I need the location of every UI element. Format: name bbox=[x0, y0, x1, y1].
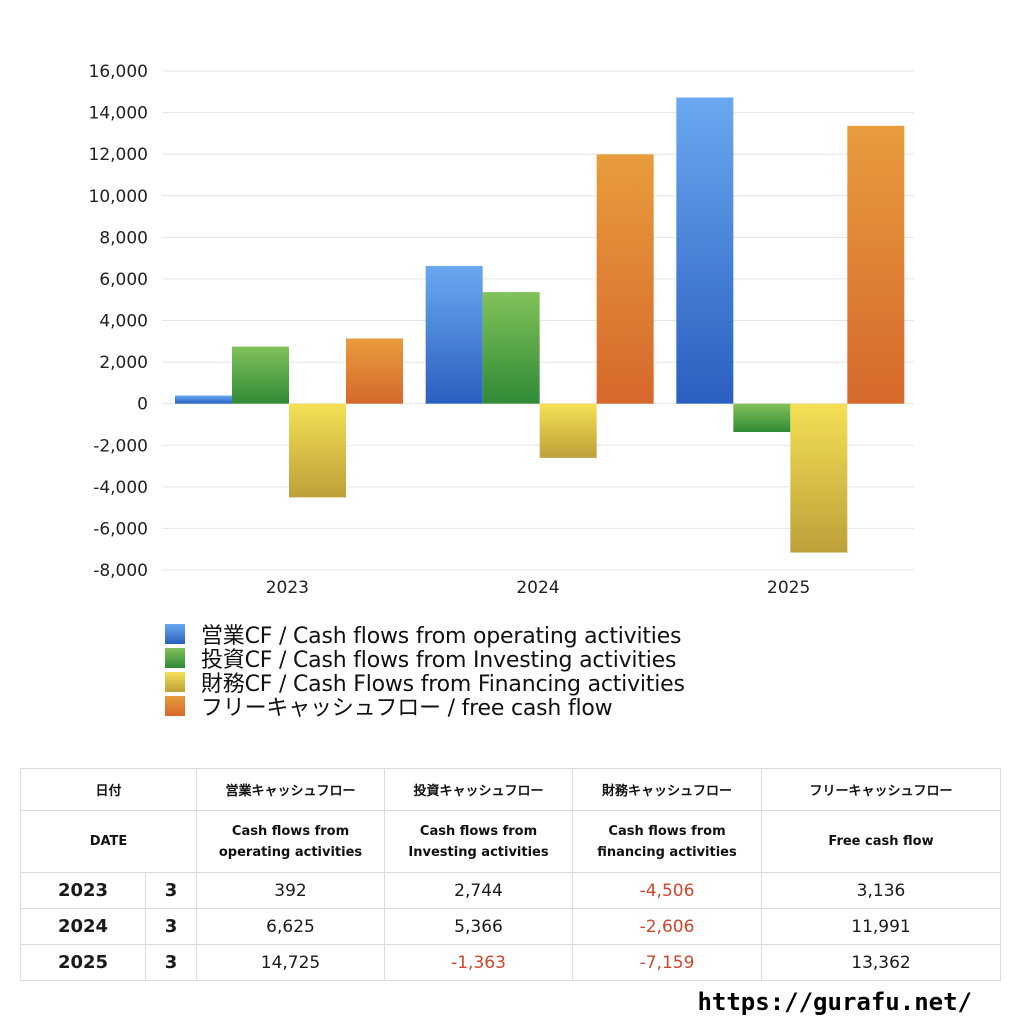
row-month: 3 bbox=[144, 872, 198, 909]
header-financing-en: Cash flows from financing activities bbox=[572, 810, 763, 873]
bar-2024-series-1 bbox=[425, 265, 483, 404]
legend-swatch-financing bbox=[165, 672, 185, 692]
legend-item-financing: 財務CF / Cash Flows from Financing activit… bbox=[165, 670, 685, 697]
y-tick-label: 0 bbox=[137, 395, 148, 415]
row-month: 3 bbox=[144, 908, 198, 945]
legend-label-free: フリーキャッシュフロー / free cash flow bbox=[201, 696, 613, 721]
y-tick-label: 10,000 bbox=[89, 187, 148, 207]
row-operating: 14,725 bbox=[196, 944, 386, 981]
header-operating-en-line2: operating activities bbox=[218, 844, 363, 860]
y-tick-label: -2,000 bbox=[93, 436, 148, 456]
cash-flow-table: 日付 営業キャッシュフロー 投資キャッシュフロー 財務キャッシュフロー フリーキ… bbox=[19, 768, 1002, 981]
y-tick-label: 14,000 bbox=[89, 104, 148, 124]
legend-item-free: フリーキャッシュフロー / free cash flow bbox=[165, 694, 685, 721]
x-tick-label: 2024 bbox=[516, 578, 559, 598]
row-operating: 392 bbox=[196, 872, 386, 909]
bar-2024-series-3 bbox=[539, 403, 597, 458]
y-axis-tick-labels: 16,000 14,000 12,000 10,000 8,000 6,000 4,000 2… bbox=[89, 62, 148, 581]
row-month: 3 bbox=[144, 944, 198, 981]
bar-2025-series-2 bbox=[733, 403, 791, 433]
table-header-row-jp: 日付 営業キャッシュフロー 投資キャッシュフロー 財務キャッシュフロー フリーキ… bbox=[19, 768, 1002, 811]
bar-2023-series-1 bbox=[175, 395, 232, 404]
cash-flow-bar-chart: 16,000 14,000 12,000 10,000 8,000 6,000 4,000 2… bbox=[89, 62, 914, 598]
bar-2025-series-3 bbox=[790, 403, 848, 553]
legend: 営業CF / Cash flows from operating activit… bbox=[165, 622, 685, 721]
table-row: 2024 3 6,625 5,366 -2,606 11,991 bbox=[20, 908, 1002, 945]
header-date-en: DATE bbox=[19, 810, 198, 873]
legend-swatch-investing bbox=[165, 648, 185, 668]
row-year: 2023 bbox=[20, 872, 146, 909]
bar-2023-series-4 bbox=[346, 338, 403, 404]
y-tick-label: 12,000 bbox=[89, 145, 148, 165]
y-tick-label: 6,000 bbox=[99, 270, 148, 290]
y-tick-label: -6,000 bbox=[93, 519, 148, 539]
header-free-en: Free cash flow bbox=[761, 810, 1002, 873]
header-financing-en-line1: Cash flows from bbox=[608, 823, 726, 839]
header-investing-en: Cash flows from Investing activities bbox=[384, 810, 574, 873]
header-operating-en: Cash flows from operating activities bbox=[196, 810, 386, 873]
row-year: 2024 bbox=[20, 908, 146, 945]
legend-item-operating: 営業CF / Cash flows from operating activit… bbox=[165, 622, 685, 649]
header-investing-jp: 投資キャッシュフロー bbox=[384, 768, 574, 811]
bar-2023-series-3 bbox=[289, 403, 346, 498]
x-tick-label: 2025 bbox=[767, 578, 810, 598]
bar-2024-series-4 bbox=[596, 154, 654, 404]
y-tick-label: 16,000 bbox=[89, 62, 148, 82]
bar-2025-series-4 bbox=[847, 125, 905, 404]
row-investing: -1,363 bbox=[384, 944, 574, 981]
grid-lines bbox=[162, 70, 914, 571]
row-operating: 6,625 bbox=[196, 908, 386, 945]
header-financing-jp: 財務キャッシュフロー bbox=[572, 768, 763, 811]
legend-swatch-free bbox=[165, 696, 185, 716]
legend-item-investing: 投資CF / Cash flows from Investing activit… bbox=[165, 646, 685, 673]
y-tick-label: 4,000 bbox=[99, 312, 148, 332]
row-free: 13,362 bbox=[761, 944, 1002, 981]
bars bbox=[175, 97, 905, 553]
row-investing: 5,366 bbox=[384, 908, 574, 945]
bar-2023-series-2 bbox=[232, 346, 289, 404]
header-investing-en-line2: Investing activities bbox=[408, 844, 549, 860]
y-tick-label: -4,000 bbox=[93, 478, 148, 498]
y-tick-label: 8,000 bbox=[99, 228, 148, 248]
header-investing-en-line1: Cash flows from bbox=[419, 823, 538, 839]
y-tick-label: 2,000 bbox=[99, 353, 148, 373]
row-investing: 2,744 bbox=[384, 872, 574, 909]
x-tick-label: 2023 bbox=[266, 578, 309, 598]
legend-swatch-operating bbox=[165, 624, 185, 644]
table-row: 2025 3 14,725 -1,363 -7,159 13,362 bbox=[20, 944, 1002, 981]
table-row: 2023 3 392 2,744 -4,506 3,136 bbox=[20, 872, 1002, 909]
header-operating-jp: 営業キャッシュフロー bbox=[196, 768, 386, 811]
row-financing: -2,606 bbox=[572, 908, 763, 945]
header-date-jp: 日付 bbox=[19, 768, 198, 811]
header-free-jp: フリーキャッシュフロー bbox=[761, 768, 1002, 811]
row-free: 11,991 bbox=[761, 908, 1002, 945]
header-operating-en-line1: Cash flows from bbox=[231, 823, 350, 839]
x-axis-tick-labels: 2023 2024 2025 bbox=[266, 578, 811, 598]
table-header-row-en: DATE Cash flows from operating activitie… bbox=[19, 810, 1002, 873]
site-url[interactable]: https://gurafu.net/ bbox=[697, 988, 972, 1016]
legend-label-operating: 営業CF / Cash flows from operating activit… bbox=[201, 624, 682, 649]
bar-2024-series-2 bbox=[482, 292, 540, 404]
header-financing-en-line2: financing activities bbox=[597, 844, 737, 860]
legend-label-investing: 投資CF / Cash flows from Investing activit… bbox=[201, 648, 677, 673]
row-year: 2025 bbox=[20, 944, 146, 981]
row-financing: -7,159 bbox=[572, 944, 763, 981]
row-free: 3,136 bbox=[761, 872, 1002, 909]
y-tick-label: -8,000 bbox=[93, 561, 148, 581]
bar-2025-series-1 bbox=[676, 97, 734, 404]
row-financing: -4,506 bbox=[572, 872, 763, 909]
legend-label-financing: 財務CF / Cash Flows from Financing activit… bbox=[201, 672, 685, 697]
